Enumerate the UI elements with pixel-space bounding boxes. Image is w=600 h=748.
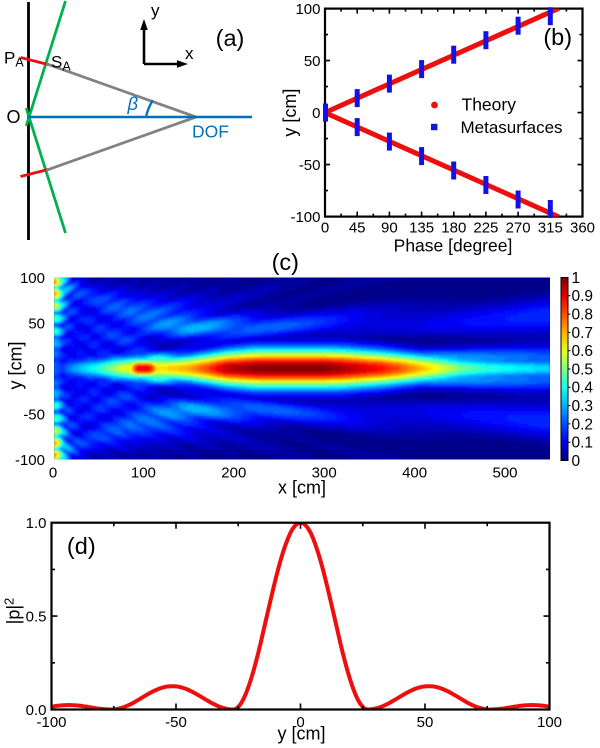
svg-text:-50: -50 xyxy=(23,406,45,423)
svg-text:y [cm]: y [cm] xyxy=(280,89,300,137)
svg-text:0.2: 0.2 xyxy=(572,416,594,433)
svg-text:300: 300 xyxy=(312,465,337,482)
svg-text:O: O xyxy=(7,107,21,127)
svg-text:200: 200 xyxy=(221,465,246,482)
svg-text:PA: PA xyxy=(4,49,24,70)
svg-text:(d): (d) xyxy=(67,533,96,559)
svg-text:0: 0 xyxy=(296,714,304,731)
svg-text:315: 315 xyxy=(538,220,563,237)
svg-text:DOF: DOF xyxy=(192,122,229,142)
svg-text:100: 100 xyxy=(537,714,562,731)
svg-text:SA: SA xyxy=(51,53,71,74)
svg-text:Metasurfaces: Metasurfaces xyxy=(461,118,563,137)
svg-text:50: 50 xyxy=(304,53,321,70)
svg-text:360: 360 xyxy=(570,220,595,237)
svg-text:45: 45 xyxy=(349,220,366,237)
svg-text:0.5: 0.5 xyxy=(572,361,594,378)
svg-text:x: x xyxy=(185,44,194,63)
svg-text:(a): (a) xyxy=(216,25,245,51)
svg-text:β: β xyxy=(127,93,139,114)
svg-text:0.7: 0.7 xyxy=(572,325,594,342)
svg-text:-50: -50 xyxy=(165,714,187,731)
svg-text:-100: -100 xyxy=(290,209,320,226)
svg-text:180: 180 xyxy=(441,220,466,237)
svg-text:0.9: 0.9 xyxy=(572,288,594,305)
svg-text:y [cm]: y [cm] xyxy=(278,723,326,743)
svg-text:50: 50 xyxy=(417,714,434,731)
svg-text:0: 0 xyxy=(321,220,329,237)
svg-text:270: 270 xyxy=(506,220,531,237)
svg-text:(c): (c) xyxy=(272,249,299,275)
svg-text:100: 100 xyxy=(295,1,320,18)
svg-text:y: y xyxy=(151,1,160,20)
svg-text:135: 135 xyxy=(409,220,434,237)
svg-text:0.1: 0.1 xyxy=(572,435,594,452)
svg-text:y [cm]: y [cm] xyxy=(5,342,25,390)
svg-text:90: 90 xyxy=(381,220,398,237)
svg-text:-100: -100 xyxy=(15,452,45,469)
svg-text:0.4: 0.4 xyxy=(572,380,594,397)
svg-text:400: 400 xyxy=(402,465,427,482)
svg-text:Theory: Theory xyxy=(462,95,517,115)
svg-text:0.8: 0.8 xyxy=(572,307,594,324)
svg-text:(b): (b) xyxy=(543,24,572,50)
svg-text:0.5: 0.5 xyxy=(26,609,47,626)
svg-text:500: 500 xyxy=(492,465,517,482)
svg-text:|p|2: |p|2 xyxy=(2,598,24,625)
svg-text:225: 225 xyxy=(473,220,498,237)
svg-text:50: 50 xyxy=(28,315,45,332)
svg-text:0.0: 0.0 xyxy=(26,702,47,719)
svg-text:Phase [degree]: Phase [degree] xyxy=(394,236,513,256)
svg-text:0.3: 0.3 xyxy=(572,398,594,415)
svg-text:100: 100 xyxy=(20,270,45,287)
svg-text:100: 100 xyxy=(131,465,156,482)
svg-text:0.6: 0.6 xyxy=(572,343,594,360)
svg-text:0: 0 xyxy=(49,465,57,482)
svg-text:0: 0 xyxy=(312,105,320,122)
svg-text:0: 0 xyxy=(37,361,45,378)
svg-text:1: 1 xyxy=(572,270,581,287)
svg-text:-50: -50 xyxy=(299,157,321,174)
svg-text:1.0: 1.0 xyxy=(26,515,47,532)
svg-text:0: 0 xyxy=(572,453,581,470)
svg-text:x [cm]: x [cm] xyxy=(278,478,326,498)
svg-text:-100: -100 xyxy=(36,714,66,731)
